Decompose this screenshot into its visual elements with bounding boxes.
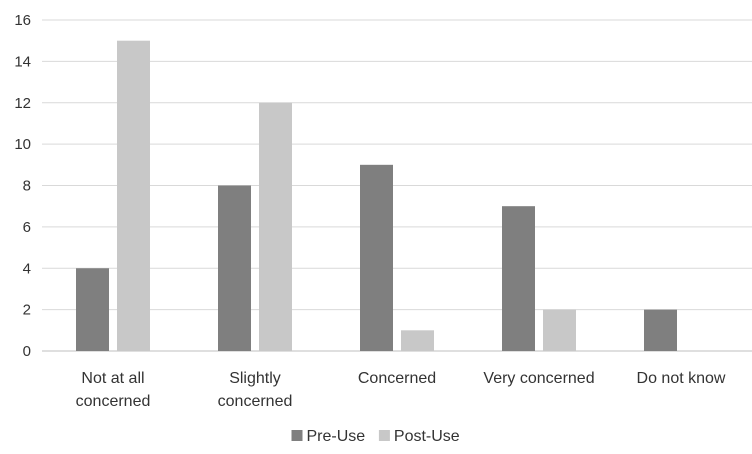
y-tick-label: 0: [23, 343, 31, 360]
x-category-label: Not at all: [81, 370, 144, 387]
bar-post-use-0: [117, 40, 150, 351]
x-category-label: Do not know: [637, 370, 726, 387]
y-tick-label: 4: [23, 260, 31, 277]
bar-pre-use-0: [76, 268, 109, 351]
bar-pre-use-4: [644, 309, 677, 351]
bar-pre-use-2: [360, 164, 393, 351]
bar-post-use-1: [259, 102, 292, 351]
legend-swatch: [378, 430, 390, 441]
y-tick-label: 2: [23, 302, 31, 319]
y-tick-label: 16: [14, 12, 31, 29]
y-tick-label: 8: [23, 178, 31, 195]
x-axis-labels: Not at all concerned Slightly concerned Conc…: [76, 370, 726, 410]
bars: [76, 40, 677, 351]
y-tick-label: 14: [14, 53, 31, 70]
legend-label: Pre-Use: [307, 428, 366, 445]
y-tick-label: 12: [14, 95, 31, 112]
legend-label: Post-Use: [394, 428, 460, 445]
x-category-label: concerned: [218, 393, 293, 410]
legend: Pre-Use Post-Use: [291, 428, 460, 445]
bar-pre-use-3: [502, 206, 535, 351]
legend-item-post-use: Post-Use: [378, 428, 460, 445]
legend-swatch: [291, 430, 303, 441]
x-category-label: Slightly: [229, 370, 281, 387]
x-category-label: Very concerned: [483, 370, 594, 387]
bar-post-use-2: [401, 330, 434, 351]
y-tick-label: 6: [23, 219, 31, 236]
x-category-label: concerned: [76, 393, 151, 410]
y-axis-ticks: 0 2 4 6 8 10 12 14 16: [14, 12, 31, 360]
legend-item-pre-use: Pre-Use: [291, 428, 366, 445]
gridlines: [42, 19, 752, 352]
bar-pre-use-1: [218, 185, 251, 351]
x-category-label: Concerned: [358, 370, 436, 387]
bar-post-use-3: [543, 309, 576, 351]
y-tick-label: 10: [14, 136, 31, 153]
